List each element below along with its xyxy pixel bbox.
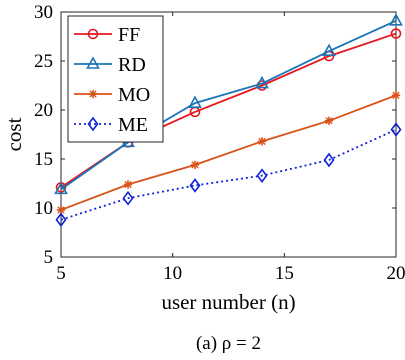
legend-label-mo: MO (118, 84, 150, 106)
x-tick-label: 20 (387, 263, 405, 284)
y-tick-label: 10 (34, 198, 53, 219)
figure-caption: (a) ρ = 2 (196, 333, 261, 354)
y-tick-label: 30 (34, 2, 53, 23)
legend-box (67, 15, 164, 143)
point-mo (391, 91, 401, 100)
x-tick-label: 15 (275, 263, 294, 284)
y-tick-label: 25 (34, 51, 53, 72)
point-rd (188, 95, 202, 108)
legend-marker-me (87, 116, 99, 132)
point-mo (123, 180, 133, 189)
point-rd (255, 75, 269, 89)
series-me (55, 122, 402, 228)
legend-label-me: ME (118, 114, 148, 136)
legend-marker-rd (86, 56, 100, 69)
x-tick-label: 5 (56, 263, 66, 284)
x-axis-label: user number (n) (161, 290, 295, 314)
point-rd (389, 13, 403, 26)
point-rd (322, 43, 336, 57)
point-me (256, 168, 268, 183)
point-me (323, 152, 335, 168)
series-line-mo (60, 94, 397, 211)
series-line-rd (60, 20, 397, 191)
series-line-me (60, 128, 397, 221)
legend-item-ff: FF (74, 24, 140, 46)
legend-marker-ff (87, 28, 99, 40)
point-me (189, 178, 201, 193)
y-tick-label: 5 (44, 247, 54, 268)
point-mo (324, 116, 334, 125)
point-me (122, 190, 134, 206)
legend-label-rd: RD (118, 54, 146, 76)
point-me (390, 122, 402, 137)
legend-label-ff: FF (118, 24, 140, 46)
axes: 5 10 15 20 5 10 15 20 25 30 (34, 2, 405, 284)
series-mo (56, 91, 401, 215)
point-mo (190, 160, 200, 170)
point-ff (390, 28, 402, 39)
y-tick-label: 20 (34, 100, 53, 121)
x-tick-label: 10 (163, 263, 182, 284)
legend-item-mo: MO (74, 84, 150, 106)
legend-item-rd: RD (74, 54, 146, 76)
point-rd (54, 181, 68, 195)
point-me (55, 212, 67, 228)
legend-marker-mo (88, 89, 98, 99)
y-axis-label: cost (2, 117, 26, 151)
point-mo (257, 137, 267, 146)
y-tick-label: 15 (34, 149, 53, 170)
legend-item-me: ME (74, 114, 148, 136)
legend: FF RD MO ME (67, 15, 164, 143)
